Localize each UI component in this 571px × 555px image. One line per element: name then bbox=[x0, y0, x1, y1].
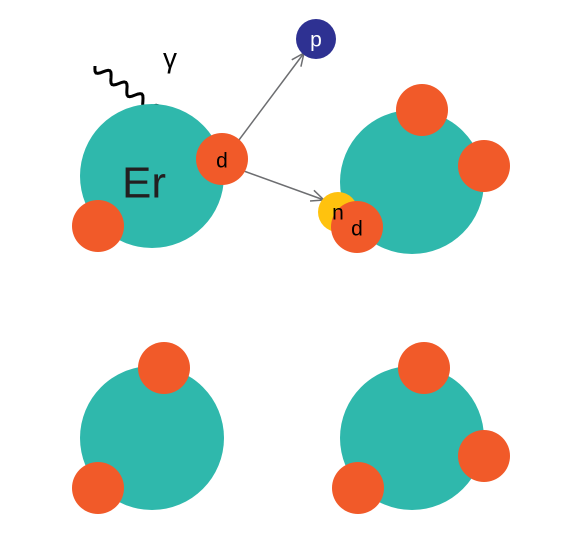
d-particle bbox=[398, 342, 450, 394]
label-d-new: d bbox=[351, 218, 363, 241]
d-particle bbox=[72, 200, 124, 252]
nuclear-reaction-diagram: Er γ d p n d bbox=[0, 0, 571, 555]
label-neutron: n bbox=[332, 202, 344, 225]
reaction-arrows bbox=[230, 53, 324, 201]
d-particle bbox=[396, 84, 448, 136]
d-particle bbox=[72, 462, 124, 514]
label-d-left: d bbox=[216, 150, 228, 173]
label-proton: p bbox=[310, 29, 322, 52]
d-particle bbox=[458, 140, 510, 192]
d-particle bbox=[138, 342, 190, 394]
d-particle bbox=[332, 462, 384, 514]
d-particle bbox=[458, 430, 510, 482]
label-er: Er bbox=[122, 159, 166, 208]
label-gamma: γ bbox=[163, 43, 177, 74]
